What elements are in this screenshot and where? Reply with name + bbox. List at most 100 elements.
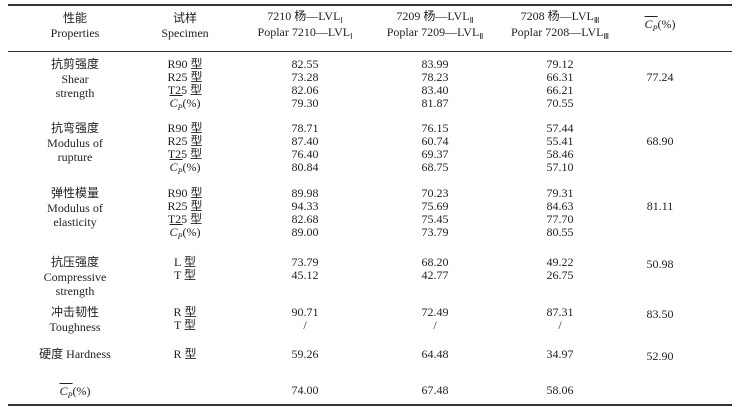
group-zh-sub: Ⅰ [340,16,343,25]
value: 82.06 [291,83,319,97]
value: 68.20 [421,255,449,269]
mean-symbol-subscript: P [177,167,183,176]
group-en-sub: Ⅲ [603,32,610,41]
value: 76.15 [421,121,449,135]
value: 82.68 [291,212,319,226]
mean-value: 79.30 [291,96,319,110]
value: 58.46 [546,147,574,161]
value: / [303,318,307,332]
value: 84.63 [546,199,574,213]
value: 59.26 [291,347,319,361]
mean-symbol: CP [169,159,183,176]
value: 76.40 [291,147,319,161]
property-en: strength [55,284,95,298]
property-zh: 弹性模量 [50,186,100,200]
specimen-name: R 型 [173,347,197,361]
mean-symbol-letter: C [644,17,653,31]
property-zh: 抗弯强度 [50,121,100,135]
specimen-name: R90 型 [167,121,203,135]
header-group-zh: 7208 杨—LVLⅢ [521,10,600,25]
property-en: Compressive [43,270,107,284]
value: 34.97 [546,347,574,361]
mean-unit: (%) [657,17,676,31]
overall-mean: 77.24 [646,70,674,84]
value: 78.71 [291,121,319,135]
value: 73.79 [291,255,319,269]
total-value: 74.00 [291,383,319,397]
mean-value: 57.10 [546,160,574,174]
total-label: CP(%) [59,383,90,400]
specimen-name: R25 型 [167,134,203,148]
value: 82.55 [291,57,319,71]
group-en-sub: Ⅱ [479,32,484,41]
value: 70.23 [421,186,449,200]
header-group-en: Poplar 7210—LVLⅠ [257,25,353,41]
mean-symbol: CP [169,224,183,241]
mean-symbol-letter: C [169,96,178,110]
value: 66.31 [546,70,574,84]
value: 42.77 [421,268,449,282]
property-zh: 抗剪强度 [50,57,100,71]
value: 73.28 [291,70,319,84]
mean-unit: (%) [182,160,201,174]
value: 45.12 [291,268,319,282]
header-specimen-en: Specimen [161,26,209,40]
specimen-name: T 型 [173,318,197,332]
group-en: Poplar 7208—LVL [510,25,604,39]
mean-value: 70.55 [546,96,574,110]
value: 83.99 [421,57,449,71]
mean-symbol-letter: C [169,160,178,174]
property-en: Modulus of [47,136,103,150]
overall-mean: 81.11 [646,199,674,213]
specimen-mean: CP(%) [169,224,200,241]
group-en: Poplar 7210—LVL [257,25,351,39]
value: 66.21 [546,83,574,97]
overall-mean: 68.90 [646,134,674,148]
value: 60.74 [421,134,449,148]
property-en: Toughness [49,320,101,334]
header-group-zh: 7209 杨—LVLⅡ [396,9,473,25]
specimen-mean: CP(%) [169,95,201,112]
header-property-zh: 性能 [62,11,88,25]
mean-value: 80.84 [291,160,319,174]
value: 77.70 [546,212,574,226]
top-rule [8,4,732,6]
mean-symbol-subscript: P [67,391,73,400]
mean-symbol-letter: C [59,384,68,398]
value: / [558,318,562,332]
specimen-name: R25 型 [167,70,203,84]
group-zh: 7210 杨—LVL [267,9,341,23]
mean-unit: (%) [182,96,201,110]
bottom-rule [8,404,732,406]
group-zh: 7209 杨—LVL [396,9,470,23]
mean-value: 73.79 [421,225,449,239]
property-zh: 硬度 Hardness [39,347,111,361]
value: 87.40 [291,134,319,148]
specimen-name: R90 型 [167,57,203,71]
mean-symbol-letter: C [169,225,178,239]
value: 87.31 [546,305,574,319]
mean-value: 89.00 [291,225,319,239]
total-value: 67.48 [421,383,449,397]
property-en: rupture [57,150,93,164]
value: 64.48 [421,347,449,361]
value: 78.23 [421,70,449,84]
header-group-en: Poplar 7208—LVLⅢ [510,25,610,41]
value: 79.12 [546,57,574,71]
mean-symbol-subscript: P [652,24,658,33]
mean-symbol-subscript: P [177,232,183,241]
specimen-name: T 型 [173,268,197,282]
specimen-name: R90 型 [167,186,203,200]
value: 94.33 [291,199,319,213]
specimen-name: T25 型 [167,212,203,226]
header-group-zh: 7210 杨—LVLⅠ [267,9,343,25]
header-specimen-zh: 试样 [172,11,198,25]
total-value: 58.06 [546,383,574,397]
overall-mean: 83.50 [646,307,674,321]
mean-symbol-subscript: P [177,103,183,112]
value: 72.49 [421,305,449,319]
header-rule [8,51,732,52]
value: 57.44 [546,121,574,135]
group-en-sub: Ⅰ [350,32,353,41]
